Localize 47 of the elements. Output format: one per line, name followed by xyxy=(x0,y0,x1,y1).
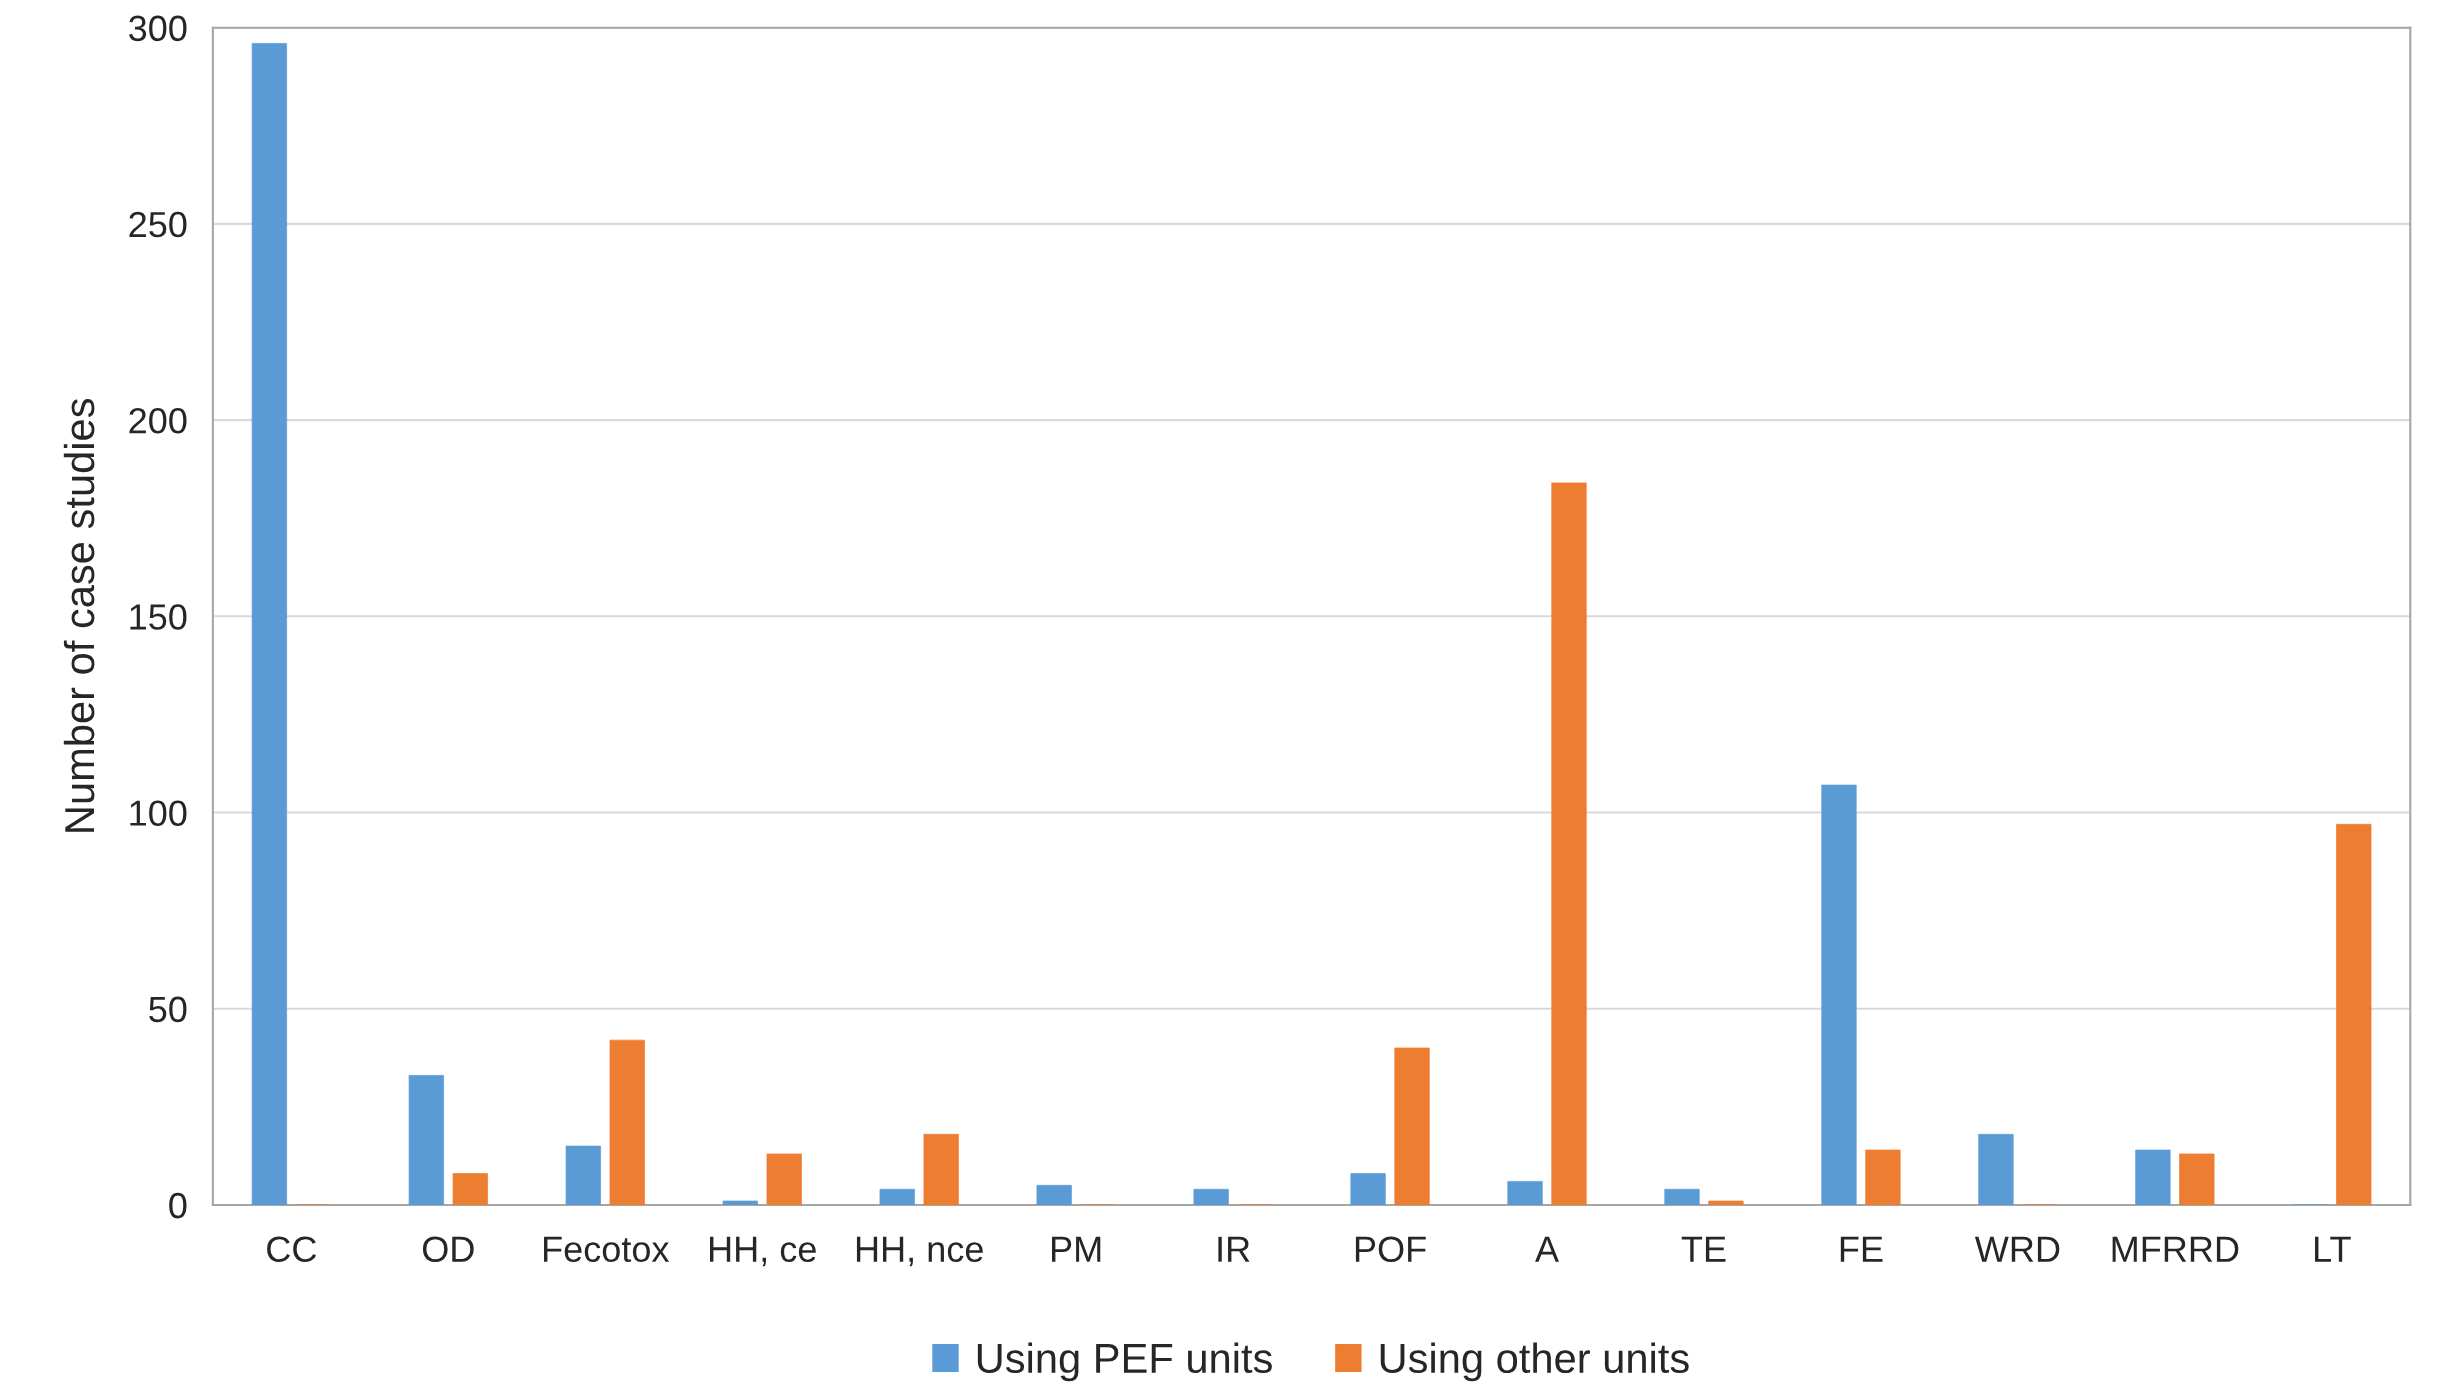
bar xyxy=(609,1039,645,1205)
bar xyxy=(1708,1200,1744,1205)
bar xyxy=(1865,1149,1901,1205)
x-tick-label: POF xyxy=(1355,1236,1426,1263)
bar xyxy=(923,1133,959,1205)
legend-label: Using PEF units xyxy=(977,1342,1272,1382)
bar xyxy=(452,1173,488,1205)
x-tick-label: MFRRD xyxy=(2112,1236,2239,1262)
x-tick-label: HH, nce xyxy=(856,1236,983,1267)
bar xyxy=(2135,1149,2171,1205)
bar xyxy=(565,1145,601,1205)
x-tick-label: CC xyxy=(267,1236,317,1263)
bar xyxy=(766,1153,802,1205)
y-axis-title: Number of case studies xyxy=(63,398,95,832)
bar xyxy=(1036,1184,1072,1205)
y-tick-label: 300 xyxy=(129,15,187,42)
x-tick-label: TE xyxy=(1681,1236,1726,1262)
bar xyxy=(1394,1047,1430,1205)
bar xyxy=(1664,1188,1700,1205)
bar xyxy=(879,1188,915,1205)
bar xyxy=(1507,1181,1543,1205)
x-tick-label: A xyxy=(1535,1236,1559,1262)
y-tick-label: 150 xyxy=(130,604,187,630)
bar xyxy=(1193,1188,1229,1205)
bar xyxy=(2179,1153,2215,1205)
bar xyxy=(1551,482,1587,1205)
bar xyxy=(1821,784,1857,1205)
bar xyxy=(2336,823,2372,1205)
y-tick-label: 250 xyxy=(129,211,187,238)
x-tick-label: WRD xyxy=(1974,1236,2060,1262)
legend-label: Using other units xyxy=(1380,1342,1689,1382)
y-tick-label: 200 xyxy=(129,407,187,434)
y-tick-label: 50 xyxy=(149,996,187,1023)
bar xyxy=(1350,1173,1386,1205)
bar xyxy=(1978,1133,2014,1205)
bar xyxy=(722,1200,758,1205)
x-tick-label: FE xyxy=(1840,1236,1883,1262)
x-tick-label: IR xyxy=(1218,1236,1250,1262)
bar xyxy=(251,43,288,1205)
x-tick-label: OD xyxy=(422,1236,474,1263)
x-tick-label: Fecotox xyxy=(544,1236,670,1263)
y-tick-label: 100 xyxy=(130,800,187,826)
bar xyxy=(408,1075,444,1205)
x-tick-label: HH, ce xyxy=(710,1236,816,1267)
y-tick-label: 0 xyxy=(169,1192,187,1219)
x-tick-label: LT xyxy=(2315,1236,2351,1262)
x-tick-label: PM xyxy=(1052,1236,1101,1262)
